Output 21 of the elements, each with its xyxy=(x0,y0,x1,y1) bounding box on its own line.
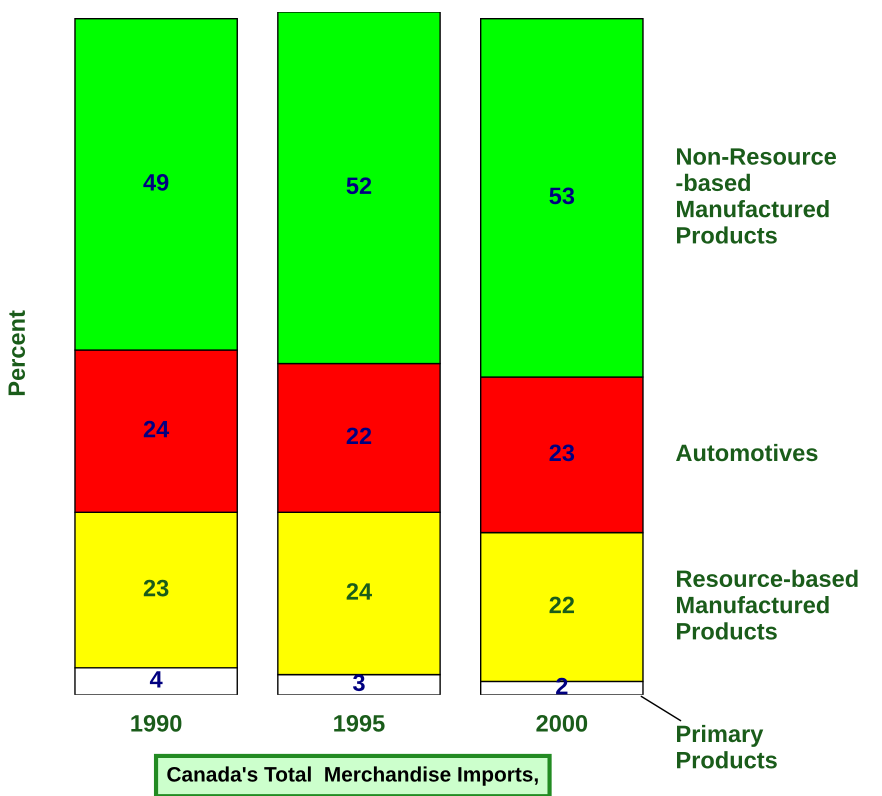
data-label: 24 xyxy=(346,583,372,600)
x-tick-label: 1995 xyxy=(334,714,385,732)
series-label: Automotives xyxy=(676,444,818,462)
data-label: 24 xyxy=(144,420,170,438)
data-label: 23 xyxy=(144,580,168,596)
x-tick-label: 2000 xyxy=(536,714,588,732)
data-label: 22 xyxy=(550,596,574,614)
text: Canada's Total Merchandise Imports, xyxy=(167,766,538,786)
series-label: Non-Resource -based Manufactured Products xyxy=(676,148,836,244)
data-label: 49 xyxy=(143,174,168,191)
data-label: 2 xyxy=(556,678,568,694)
data-label: 52 xyxy=(346,177,372,194)
data-label: 22 xyxy=(346,428,372,444)
legend-label: Primary Products xyxy=(677,724,777,768)
data-label: 4 xyxy=(150,671,163,688)
data-label: 53 xyxy=(549,188,574,204)
series-label: Resource-based Manufactured Products xyxy=(677,570,858,640)
x-tick-label: 1990 xyxy=(131,714,182,732)
data-label: 3 xyxy=(352,674,365,692)
data-label: 23 xyxy=(550,444,574,462)
y-axis-title: Percent xyxy=(8,310,26,396)
